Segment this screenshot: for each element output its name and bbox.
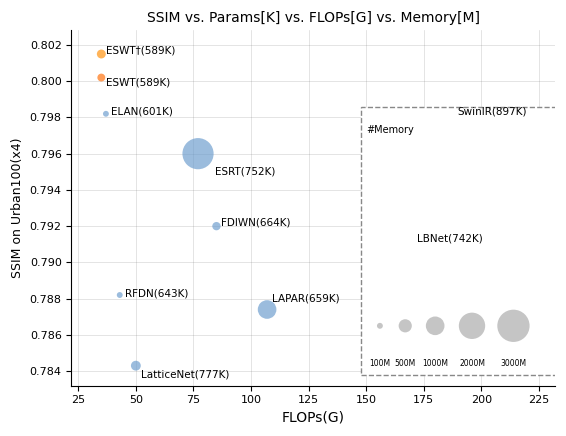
Point	[468, 322, 477, 329]
Point	[375, 322, 384, 329]
Text: 1000M: 1000M	[422, 359, 448, 368]
Point	[408, 250, 417, 257]
Text: 100M: 100M	[370, 359, 391, 368]
Point	[431, 322, 440, 329]
Text: #Memory: #Memory	[366, 125, 414, 135]
Text: 3000M: 3000M	[500, 359, 526, 368]
Title: SSIM vs. Params[K] vs. FLOPs[G] vs. Memory[M]: SSIM vs. Params[K] vs. FLOPs[G] vs. Memo…	[147, 11, 479, 25]
Text: ESWT(589K): ESWT(589K)	[106, 78, 170, 88]
Point	[101, 110, 110, 117]
Text: SwinIR(897K): SwinIR(897K)	[457, 107, 526, 117]
Text: LatticeNet(777K): LatticeNet(777K)	[141, 370, 229, 380]
Y-axis label: SSIM on Urban100(x4): SSIM on Urban100(x4)	[11, 138, 24, 278]
Text: ESRT(752K): ESRT(752K)	[215, 167, 275, 177]
Text: LBNet(742K): LBNet(742K)	[417, 234, 483, 244]
Point	[263, 306, 272, 313]
Text: ELAN(601K): ELAN(601K)	[111, 107, 173, 117]
Text: LAPAR(659K): LAPAR(659K)	[272, 293, 340, 303]
Text: ESWT†(589K): ESWT†(589K)	[106, 45, 175, 55]
Text: 2000M: 2000M	[459, 359, 485, 368]
Point	[97, 74, 106, 81]
X-axis label: FLOPs(G): FLOPs(G)	[282, 411, 345, 425]
Point	[131, 362, 140, 369]
Point	[194, 150, 203, 157]
Bar	[362, 106, 564, 375]
Point	[523, 116, 532, 123]
Point	[212, 223, 221, 230]
Point	[401, 322, 410, 329]
Point	[97, 51, 106, 58]
Point	[509, 322, 518, 329]
Text: 500M: 500M	[395, 359, 416, 368]
Point	[115, 292, 125, 299]
Text: RFDN(643K): RFDN(643K)	[125, 288, 188, 298]
Text: FDIWN(664K): FDIWN(664K)	[221, 218, 291, 228]
